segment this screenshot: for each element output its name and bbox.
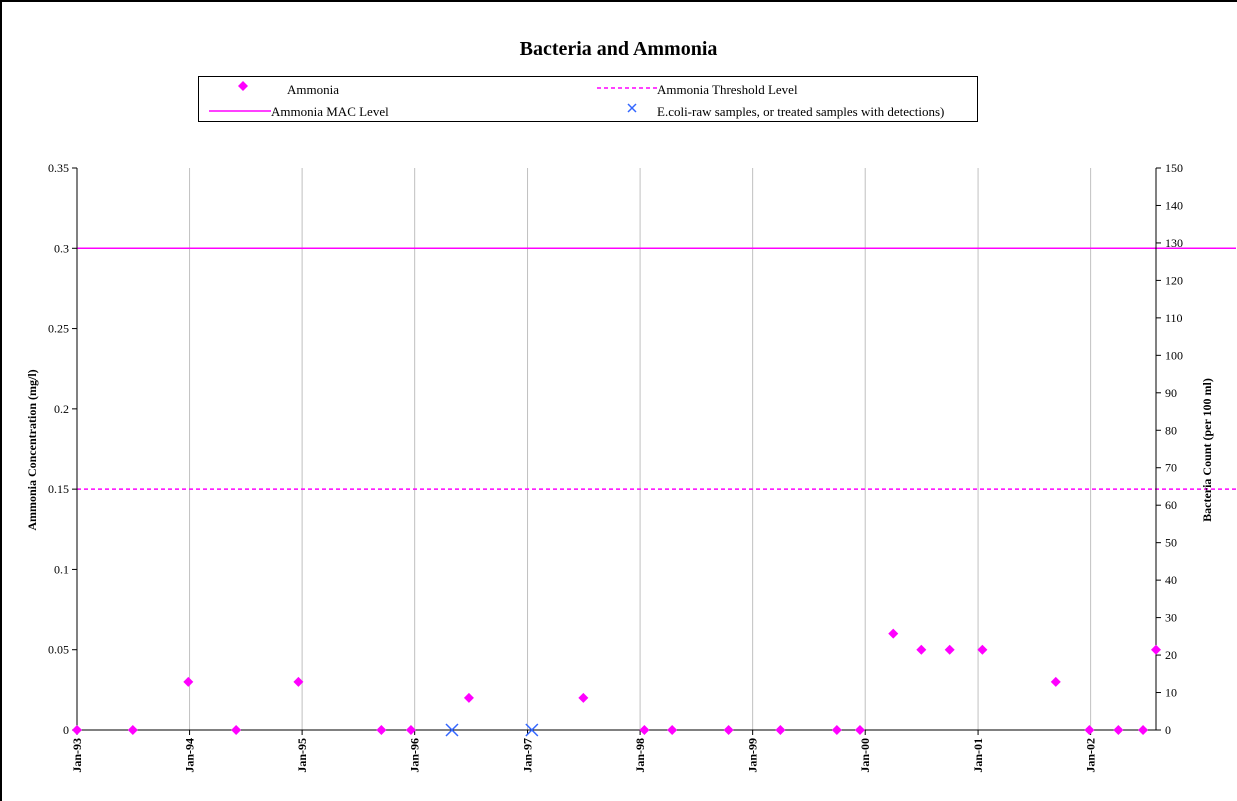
y2-tick-label: 100	[1165, 348, 1183, 362]
y2-tick-label: 60	[1165, 498, 1177, 512]
ammonia-point	[1113, 725, 1124, 735]
x-tick-label: Jan-94	[183, 738, 197, 773]
ammonia-point	[977, 644, 988, 655]
y2-tick-label: 140	[1165, 198, 1183, 212]
ammonia-point	[667, 725, 678, 735]
ammonia-point	[1151, 644, 1161, 655]
ecoli-point	[445, 723, 459, 737]
ammonia-point	[463, 692, 474, 703]
ammonia-point	[888, 628, 899, 639]
legend: Ammonia Ammonia Threshold Level Ammonia …	[198, 76, 978, 122]
y2-tick-label: 110	[1165, 311, 1183, 325]
ammonia-point	[854, 725, 865, 735]
ammonia-point	[376, 725, 387, 735]
legend-mac-line	[209, 110, 271, 112]
ammonia-point	[578, 692, 589, 703]
y-tick-label: 0.05	[48, 643, 69, 657]
y-tick-label: 0.2	[54, 402, 69, 416]
chart-title: Bacteria and Ammonia	[519, 38, 718, 60]
ammonia-point	[72, 725, 82, 735]
ammonia-point	[183, 676, 194, 687]
ammonia-point	[293, 676, 304, 687]
y-tick-label: 0.15	[48, 482, 69, 496]
x-tick-label: Jan-02	[1084, 738, 1098, 773]
ecoli-point	[525, 723, 539, 737]
legend-ammonia-diamond	[238, 81, 248, 91]
legend-ecoli-marker	[627, 103, 637, 113]
ammonia-point	[231, 725, 242, 735]
y2-tick-label: 10	[1165, 686, 1177, 700]
y-tick-label: 0.25	[48, 322, 69, 336]
x-tick-label: Jan-98	[633, 738, 647, 773]
y2-tick-label: 80	[1165, 423, 1177, 437]
y2-tick-label: 70	[1165, 461, 1177, 475]
legend-ecoli-label: E.coli-raw samples, or treated samples w…	[657, 104, 945, 119]
ammonia-point	[944, 644, 955, 655]
x-tick-label: Jan-00	[858, 738, 872, 773]
ammonia-point	[1050, 676, 1061, 687]
y2-tick-label: 40	[1165, 573, 1177, 587]
y2-tick-label: 50	[1165, 536, 1177, 550]
y-tick-label: 0.1	[54, 562, 69, 576]
x-tick-label: Jan-93	[70, 738, 84, 773]
axes: Jan-93 Jan-94 Jan-95 Jan-96 Jan-97 Jan-98 Jan-…	[48, 161, 1183, 773]
x-tick-label: Jan-97	[521, 738, 535, 773]
ammonia-point	[405, 725, 416, 735]
y2-tick-label: 150	[1165, 161, 1183, 175]
y-tick-label: 0.35	[48, 161, 69, 175]
ammonia-point	[723, 725, 734, 735]
ammonia-point	[1084, 725, 1095, 735]
legend-threshold-line	[597, 87, 657, 89]
y-tick-label: 0.3	[54, 241, 69, 255]
level-lines	[77, 247, 1236, 490]
legend-ecoli-x	[627, 103, 637, 113]
x-tick-label: Jan-99	[746, 738, 760, 773]
x-tick-label: Jan-95	[295, 738, 309, 773]
y-axis-label: Ammonia Concentration (mg/l)	[25, 369, 39, 530]
ammonia-point	[831, 725, 842, 735]
ammonia-point	[127, 725, 138, 735]
y2-tick-label: 130	[1165, 236, 1183, 250]
y2-tick-label: 20	[1165, 648, 1177, 662]
legend-threshold-label: Ammonia Threshold Level	[657, 82, 798, 97]
x-tick-label: Jan-01	[971, 738, 985, 773]
y2-tick-label: 90	[1165, 386, 1177, 400]
x-tick-label: Jan-96	[408, 738, 422, 773]
legend-ammonia-marker	[238, 81, 248, 91]
y2-tick-label: 120	[1165, 273, 1183, 287]
ammonia-point	[1138, 725, 1149, 735]
ammonia-point	[916, 644, 927, 655]
ammonia-point	[639, 725, 650, 735]
grid-layer	[189, 168, 1092, 730]
y2-axis-label: Bacteria Count (per 100 ml)	[1200, 378, 1214, 522]
legend-ammonia-label: Ammonia	[287, 82, 339, 97]
y2-tick-label: 30	[1165, 611, 1177, 625]
y-tick-label: 0	[63, 723, 69, 737]
y2-tick-label: 0	[1165, 723, 1171, 737]
ammonia-point	[775, 725, 786, 735]
marks	[72, 628, 1161, 737]
legend-mac-label: Ammonia MAC Level	[271, 104, 389, 119]
